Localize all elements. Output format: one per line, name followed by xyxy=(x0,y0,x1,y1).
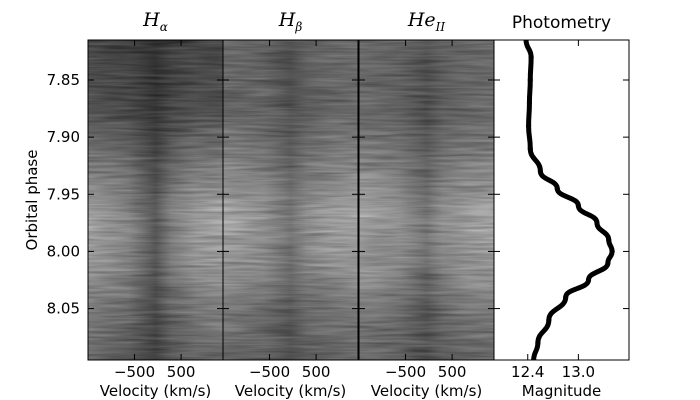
photometry-point xyxy=(554,185,560,192)
x-axis-label: Velocity (km/s) xyxy=(100,382,211,400)
photometry-point xyxy=(525,123,532,129)
photometry-title: Photometry xyxy=(512,13,611,33)
y-axis-label: Orbital phase xyxy=(23,150,41,251)
panel-frame xyxy=(222,39,359,361)
photometry-frame xyxy=(493,39,630,361)
panel-title: Hβ xyxy=(278,9,303,34)
photometry-point xyxy=(535,340,541,346)
photometry-point xyxy=(606,237,612,243)
photometry-point xyxy=(527,77,533,83)
x-tick-label: 12.4 xyxy=(511,363,544,381)
panel-title-sub: β xyxy=(294,20,302,34)
y-tick-label: 8.00 xyxy=(47,242,80,260)
photometry-point xyxy=(563,294,569,300)
photometry-point xyxy=(527,145,533,152)
y-tick-label: 7.90 xyxy=(47,128,80,146)
trailed-spectrum-image xyxy=(359,40,494,360)
photometry-point xyxy=(585,277,592,283)
trailed-spectrum-image xyxy=(88,40,223,360)
x-tick-label: −500 xyxy=(114,363,155,381)
x-tick-label: 500 xyxy=(438,363,467,381)
panel-title-main: He xyxy=(407,9,436,31)
x-tick-label: 500 xyxy=(167,363,196,381)
photometry-point xyxy=(531,357,537,360)
photometry-point xyxy=(526,100,533,106)
panel-title-main: H xyxy=(142,9,160,31)
photometry-point xyxy=(609,248,615,255)
photometry-point xyxy=(528,54,534,60)
y-tick-labels: 7.85 7.90 7.95 8.00 8.05 xyxy=(47,71,80,318)
photometry-point xyxy=(594,220,600,226)
y-tick-label: 7.95 xyxy=(47,185,80,203)
y-tick-label: 8.05 xyxy=(47,300,80,318)
x-axis-label: Velocity (km/s) xyxy=(371,382,482,400)
photometry-point xyxy=(546,317,552,323)
x-axis-label: Magnitude xyxy=(522,382,601,400)
x-tick-label: 500 xyxy=(302,363,331,381)
panel-title-sub: α xyxy=(160,20,168,34)
panel-title: HeII xyxy=(407,9,446,34)
trailed-spectrum-image xyxy=(223,40,358,360)
photometry-point xyxy=(537,168,544,175)
y-tick-label: 7.85 xyxy=(47,71,80,89)
x-tick-label: −500 xyxy=(385,363,426,381)
x-tick-label: −500 xyxy=(249,363,290,381)
x-axis-label: Velocity (km/s) xyxy=(235,382,346,400)
x-tick-label: 13.0 xyxy=(562,363,595,381)
photometry-point xyxy=(605,260,611,266)
photometry-point xyxy=(575,203,581,209)
panel-title-main: H xyxy=(278,9,296,31)
panel-title-sub: II xyxy=(435,20,446,34)
panel-title: Hα xyxy=(142,9,168,34)
